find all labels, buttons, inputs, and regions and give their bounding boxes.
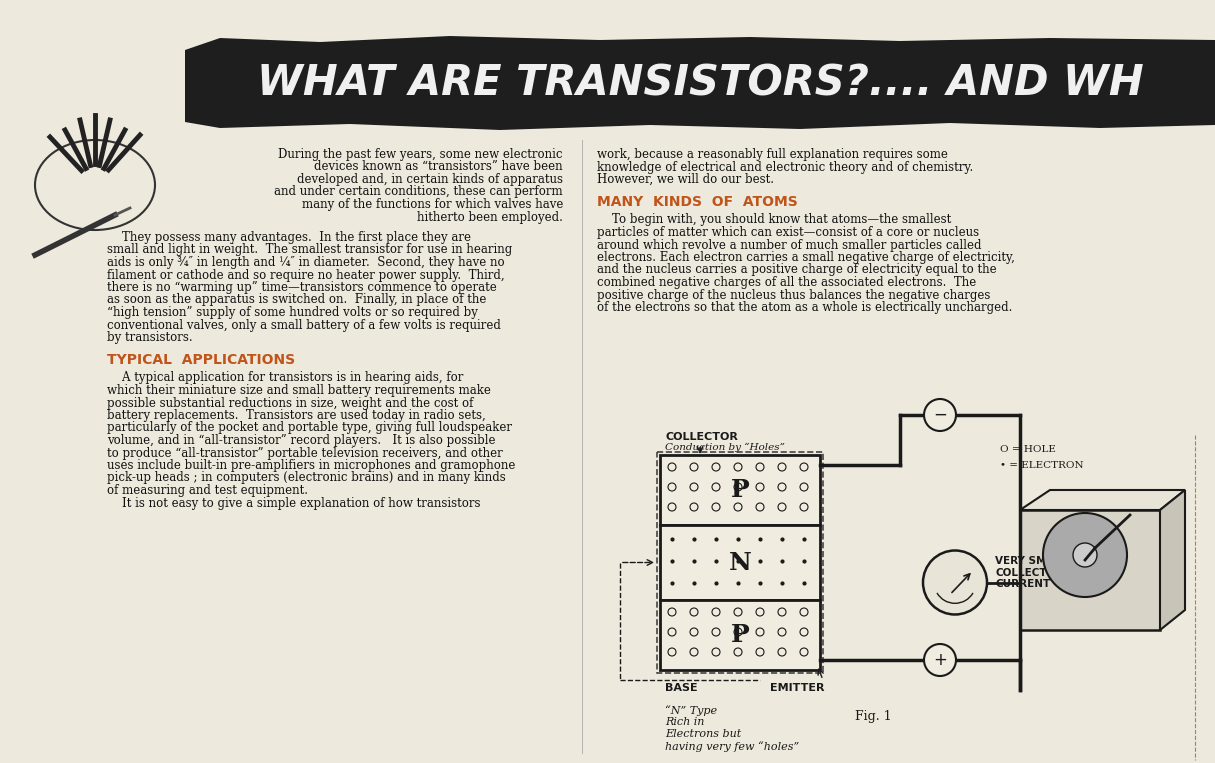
Text: combined negative charges of all the associated electrons.  The: combined negative charges of all the ass…	[597, 276, 976, 289]
Circle shape	[923, 550, 987, 614]
Text: particularly of the pocket and portable type, giving full loudspeaker: particularly of the pocket and portable …	[107, 421, 512, 434]
Text: of measuring and test equipment.: of measuring and test equipment.	[107, 484, 307, 497]
Text: many of the functions for which valves have: many of the functions for which valves h…	[301, 198, 563, 211]
Text: as soon as the apparatus is switched on.  Finally, in place of the: as soon as the apparatus is switched on.…	[107, 294, 486, 307]
Text: They possess many advantages.  In the first place they are: They possess many advantages. In the fir…	[107, 231, 471, 244]
Text: N: N	[729, 550, 751, 575]
Text: positive charge of the nucleus thus balances the negative charges: positive charge of the nucleus thus bala…	[597, 288, 990, 301]
Text: pick-up heads ; in computers (electronic brains) and in many kinds: pick-up heads ; in computers (electronic…	[107, 472, 505, 485]
Text: devices known as “transistors” have been: devices known as “transistors” have been	[315, 160, 563, 173]
Polygon shape	[185, 36, 1215, 130]
Text: small and light in weight.  The smallest transistor for use in hearing: small and light in weight. The smallest …	[107, 243, 513, 256]
Text: and under certain conditions, these can perform: and under certain conditions, these can …	[275, 185, 563, 198]
Text: +: +	[933, 651, 946, 669]
Text: electrons. Each electron carries a small negative charge of electricity,: electrons. Each electron carries a small…	[597, 251, 1015, 264]
Circle shape	[923, 644, 956, 676]
Text: “N” Type
Rich in
Electrons but
having very few “holes”: “N” Type Rich in Electrons but having ve…	[665, 705, 799, 752]
Text: filament or cathode and so require no heater power supply.  Third,: filament or cathode and so require no he…	[107, 269, 504, 282]
Text: hitherto been employed.: hitherto been employed.	[417, 211, 563, 224]
Bar	[660, 455, 820, 525]
Text: P: P	[730, 478, 750, 502]
Text: However, we will do our best.: However, we will do our best.	[597, 173, 774, 186]
Text: which their miniature size and small battery requirements make: which their miniature size and small bat…	[107, 384, 491, 397]
Text: by transistors.: by transistors.	[107, 331, 193, 344]
Text: work, because a reasonably full explanation requires some: work, because a reasonably full explanat…	[597, 148, 948, 161]
Polygon shape	[1160, 490, 1185, 630]
Text: P: P	[730, 623, 750, 647]
Text: During the past few years, some new electronic: During the past few years, some new elec…	[278, 148, 563, 161]
Polygon shape	[1021, 490, 1185, 510]
Text: of the electrons so that the atom as a whole is electrically uncharged.: of the electrons so that the atom as a w…	[597, 301, 1012, 314]
Text: battery replacements.  Transistors are used today in radio sets,: battery replacements. Transistors are us…	[107, 409, 486, 422]
Text: around which revolve a number of much smaller particles called: around which revolve a number of much sm…	[597, 239, 982, 252]
Circle shape	[923, 399, 956, 431]
Text: −: −	[933, 406, 946, 424]
Bar	[660, 600, 820, 670]
Text: uses include built-in pre-amplifiers in microphones and gramophone: uses include built-in pre-amplifiers in …	[107, 459, 515, 472]
Text: To begin with, you should know that atoms—the smallest: To begin with, you should know that atom…	[597, 214, 951, 227]
Text: volume, and in “all-transistor” record players.   It is also possible: volume, and in “all-transistor” record p…	[107, 434, 496, 447]
Text: O = HOLE: O = HOLE	[1000, 445, 1056, 454]
Text: COLLECTOR: COLLECTOR	[665, 432, 738, 442]
Text: A typical application for transistors is in hearing aids, for: A typical application for transistors is…	[107, 372, 463, 385]
Text: knowledge of electrical and electronic theory and of chemistry.: knowledge of electrical and electronic t…	[597, 160, 973, 173]
Bar	[660, 525, 820, 600]
Text: BASE: BASE	[665, 683, 697, 693]
Bar	[1021, 510, 1160, 630]
Text: conventional valves, only a small battery of a few volts is required: conventional valves, only a small batter…	[107, 318, 501, 331]
Text: VERY SMALL
COLLECTOR
CURRENT: VERY SMALL COLLECTOR CURRENT	[995, 556, 1068, 589]
Text: “high tension” supply of some hundred volts or so required by: “high tension” supply of some hundred vo…	[107, 306, 477, 319]
Text: TYPICAL  APPLICATIONS: TYPICAL APPLICATIONS	[107, 353, 295, 368]
Text: aids is only ¾″ in length and ¼″ in diameter.  Second, they have no: aids is only ¾″ in length and ¼″ in diam…	[107, 256, 504, 269]
Text: Conduction by “Holes”: Conduction by “Holes”	[665, 443, 785, 452]
Text: there is no “warming up” time—transistors commence to operate: there is no “warming up” time—transistor…	[107, 281, 497, 294]
Text: possible substantial reductions in size, weight and the cost of: possible substantial reductions in size,…	[107, 397, 474, 410]
Circle shape	[1042, 513, 1128, 597]
Text: Fig. 1: Fig. 1	[855, 710, 892, 723]
Text: particles of matter which can exist—consist of a core or nucleus: particles of matter which can exist—cons…	[597, 226, 979, 239]
Text: • = ELECTRON: • = ELECTRON	[1000, 461, 1084, 470]
Text: EMITTER: EMITTER	[770, 683, 825, 693]
Circle shape	[1073, 543, 1097, 567]
Text: WHAT ARE TRANSISTORS?.... AND WH: WHAT ARE TRANSISTORS?.... AND WH	[256, 63, 1143, 105]
Text: It is not easy to give a simple explanation of how transistors: It is not easy to give a simple explanat…	[107, 497, 480, 510]
Text: and the nucleus carries a positive charge of electricity equal to the: and the nucleus carries a positive charg…	[597, 263, 996, 276]
Bar	[657, 452, 823, 673]
Text: MANY  KINDS  OF  ATOMS: MANY KINDS OF ATOMS	[597, 195, 798, 210]
Text: to produce “all-transistor” portable television receivers, and other: to produce “all-transistor” portable tel…	[107, 446, 503, 459]
Text: developed and, in certain kinds of apparatus: developed and, in certain kinds of appar…	[296, 173, 563, 186]
